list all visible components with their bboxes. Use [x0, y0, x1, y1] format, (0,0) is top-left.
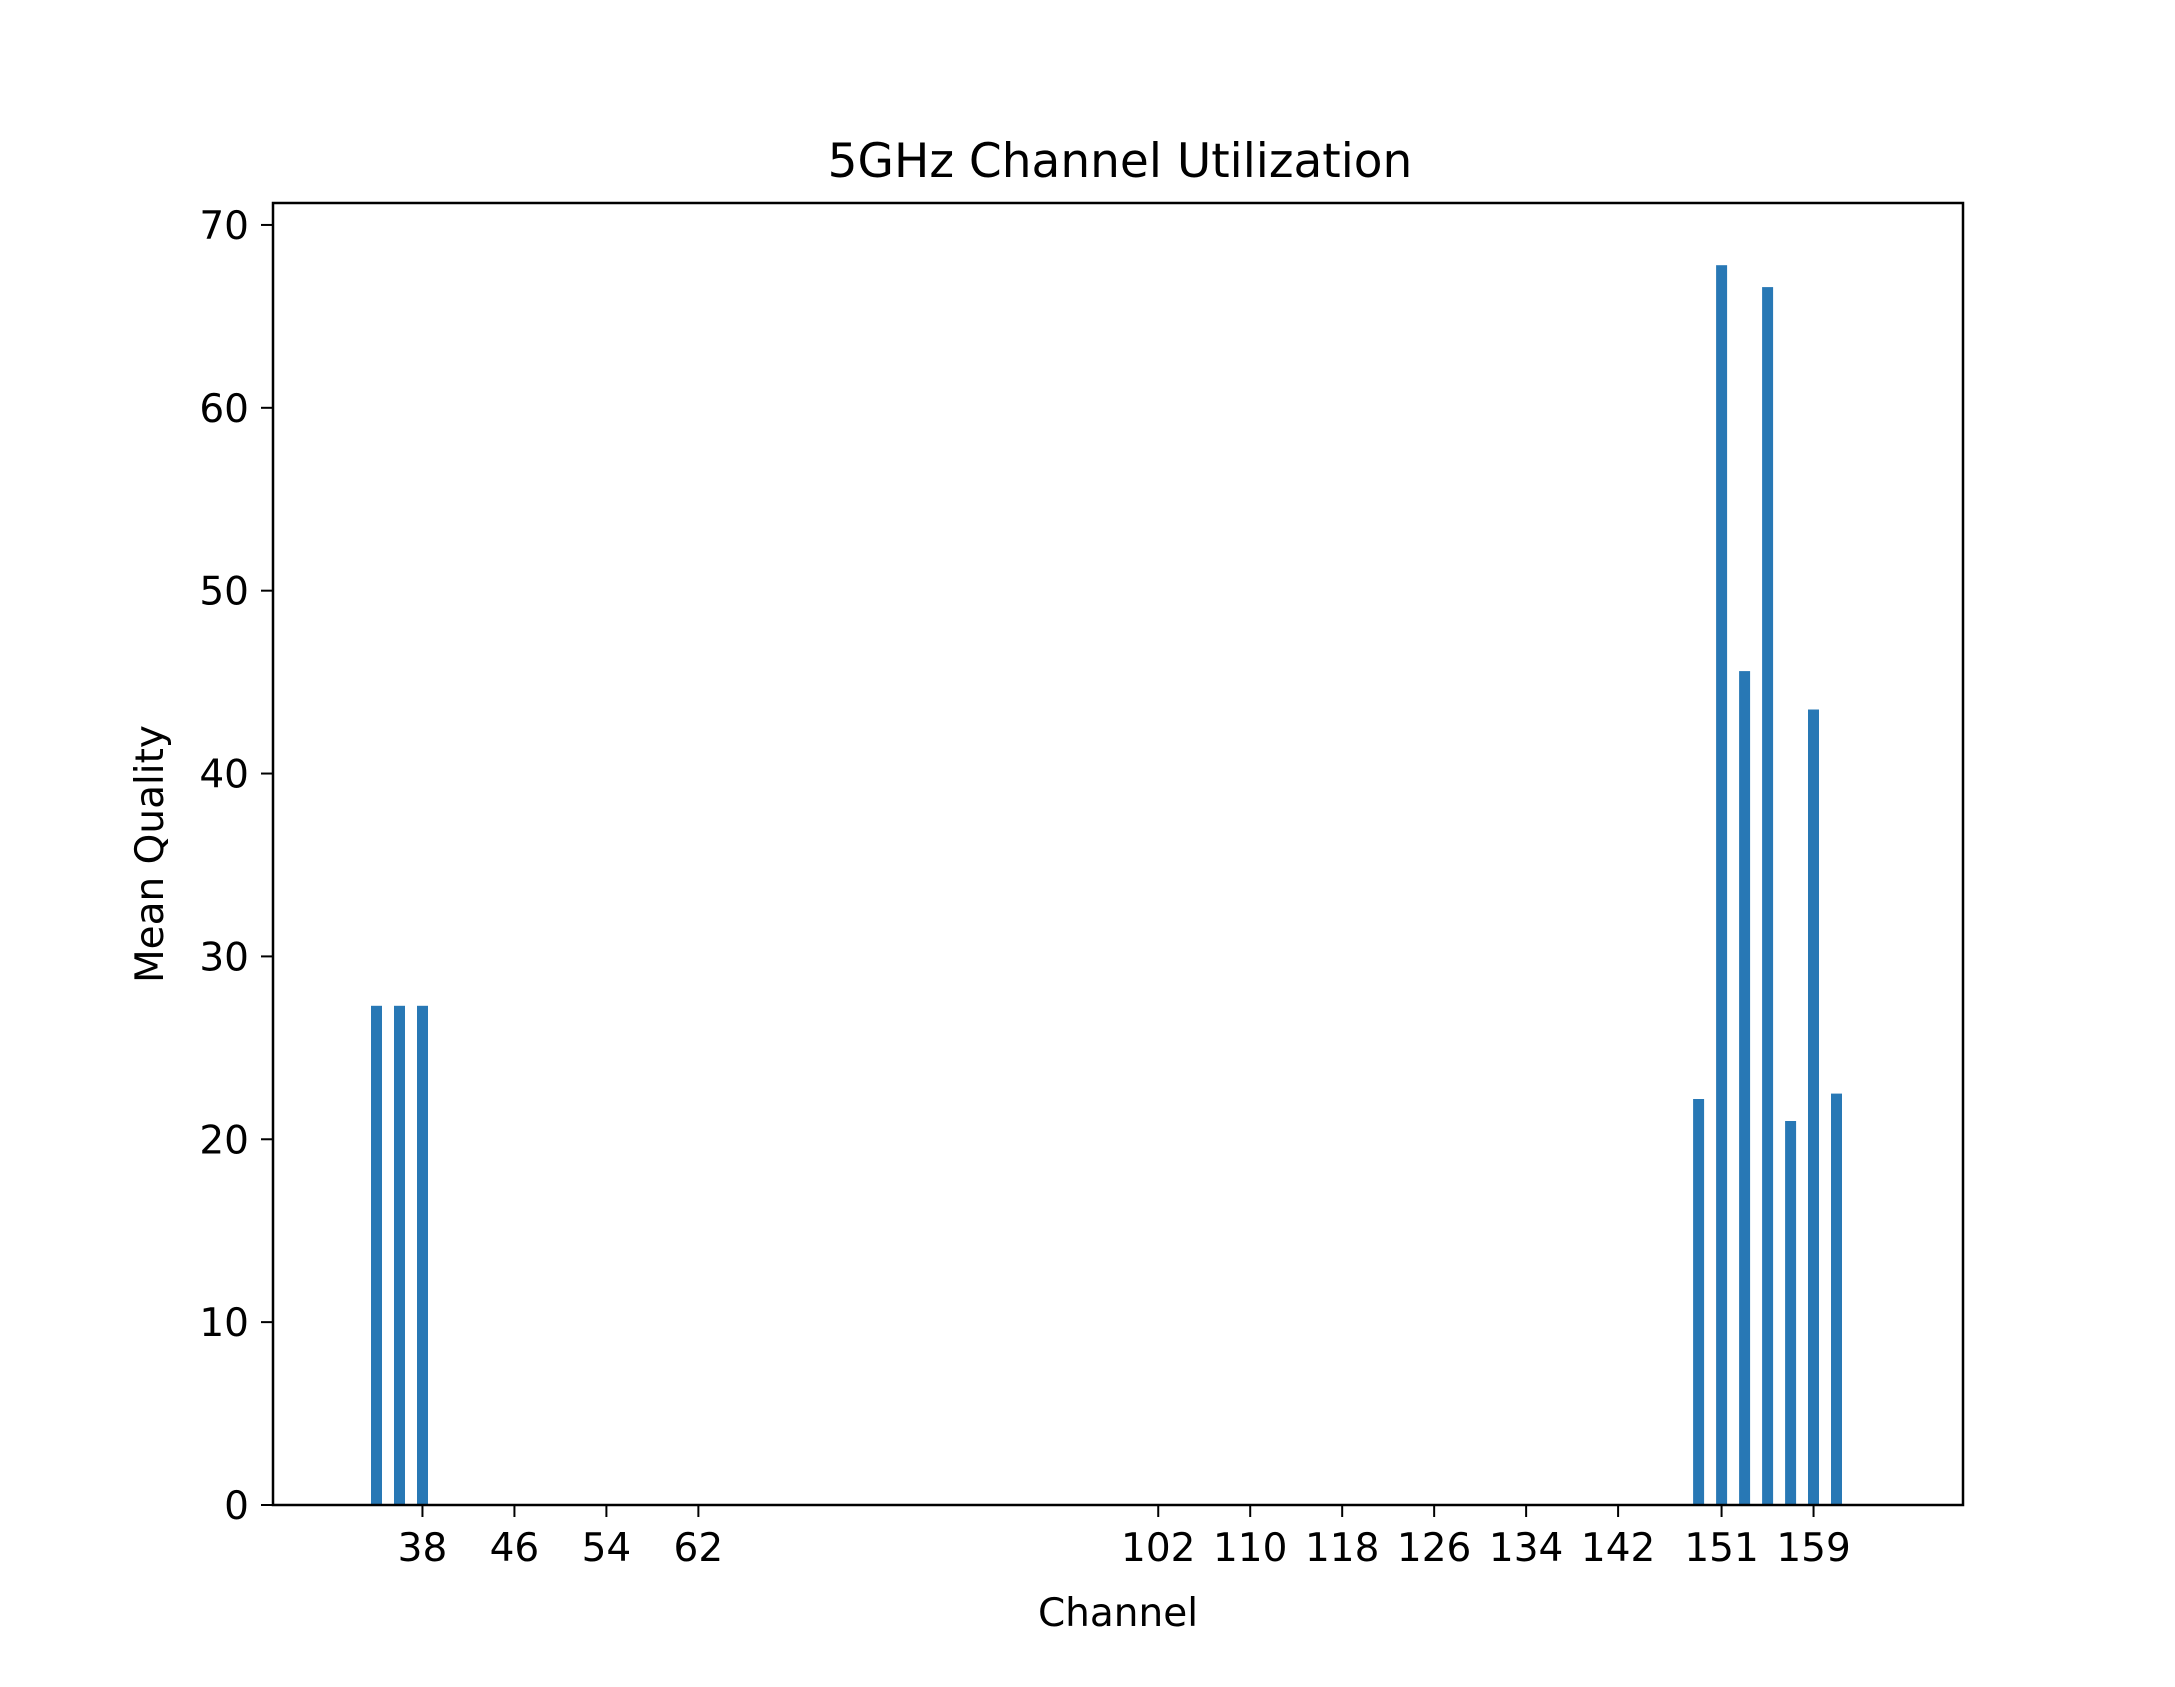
- x-axis-title: Channel: [1038, 1591, 1198, 1636]
- x-tick-label: 54: [582, 1526, 632, 1571]
- bar-channel-36: [394, 1005, 405, 1505]
- bar-channel-161: [1831, 1093, 1842, 1505]
- y-tick-label: 40: [199, 753, 249, 798]
- bar-channel-153: [1739, 671, 1751, 1505]
- x-ticks-group: 38 46 54 62 102 110 118 126 134 142 151 159: [398, 1505, 1851, 1571]
- y-tick-label: 50: [199, 570, 249, 615]
- x-tick-label: 110: [1213, 1526, 1287, 1571]
- y-tick-label: 10: [199, 1301, 249, 1346]
- bars-group: [371, 265, 1842, 1506]
- bar-channel-149: [1693, 1099, 1705, 1505]
- x-tick-label: 62: [674, 1526, 724, 1571]
- x-tick-label: 151: [1684, 1526, 1758, 1571]
- x-tick-label: 134: [1489, 1526, 1563, 1571]
- x-tick-label: 102: [1121, 1526, 1195, 1571]
- bar-channel-157: [1785, 1121, 1797, 1505]
- y-ticks-group: 0 10 20 30 40 50 60 70: [199, 204, 273, 1529]
- y-axis-title: Mean Quality: [128, 725, 173, 983]
- x-tick-label: 142: [1581, 1526, 1655, 1571]
- y-tick-label: 60: [199, 387, 249, 432]
- x-tick-label: 159: [1776, 1526, 1850, 1571]
- x-tick-label: 38: [398, 1526, 448, 1571]
- bar-channel-159: [1808, 709, 1819, 1505]
- bar-channel-151: [1716, 265, 1728, 1506]
- x-tick-label: 46: [490, 1526, 540, 1571]
- bar-channel-38: [417, 1005, 428, 1505]
- chart-title: 5GHz Channel Utilization: [828, 134, 1413, 189]
- y-tick-label: 30: [199, 935, 249, 980]
- bar-channel-155: [1762, 287, 1774, 1506]
- x-tick-label: 126: [1397, 1526, 1471, 1571]
- x-tick-label: 118: [1305, 1526, 1379, 1571]
- plot-area-frame: [271, 201, 1965, 1507]
- y-tick-label: 70: [199, 204, 249, 249]
- y-tick-label: 0: [224, 1484, 249, 1529]
- y-tick-label: 20: [199, 1118, 249, 1163]
- bar-channel-34: [371, 1005, 382, 1505]
